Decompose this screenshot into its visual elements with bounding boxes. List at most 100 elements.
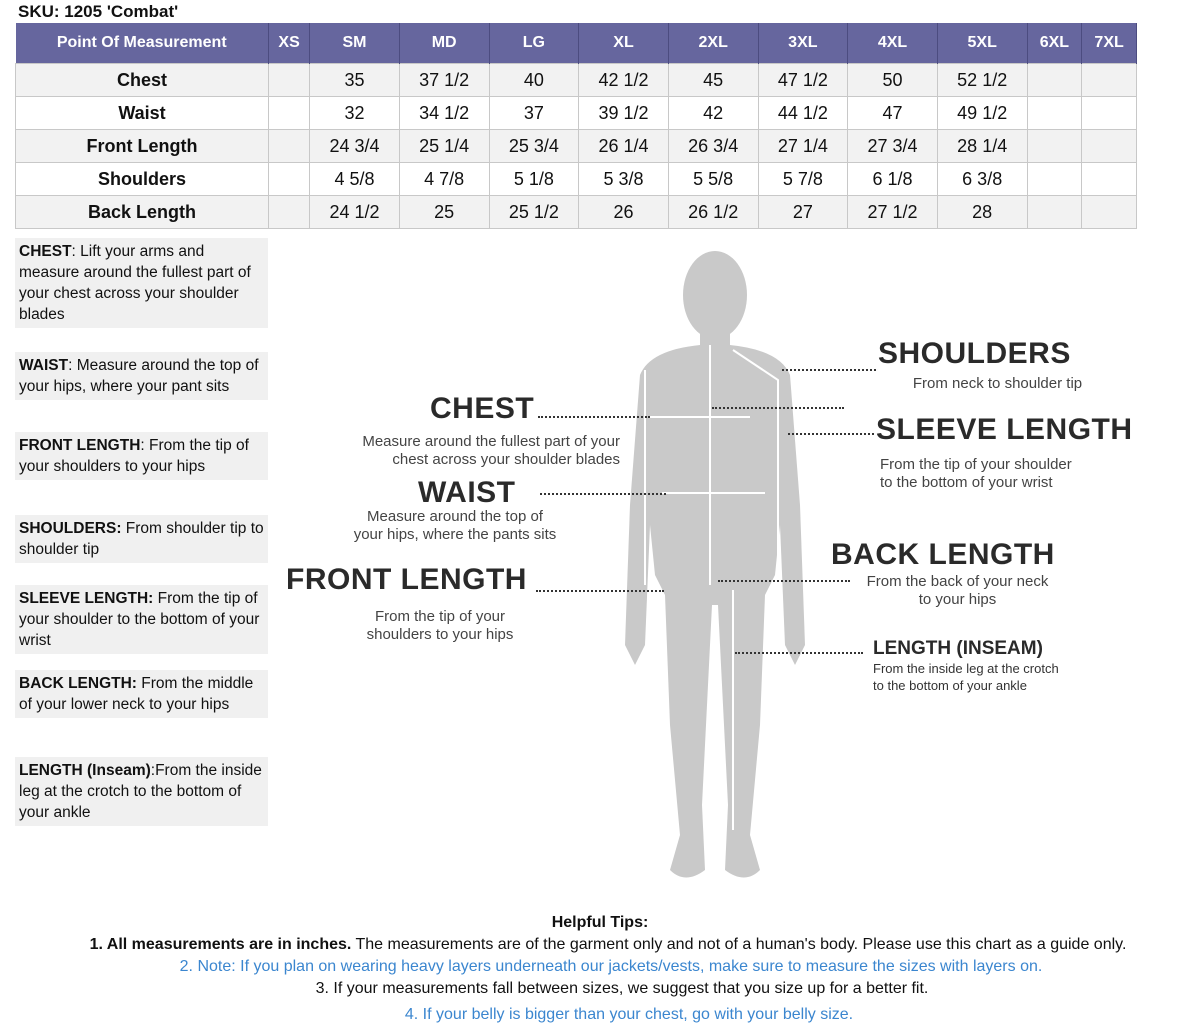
guide-item: BACK LENGTH: From the middle of your low… <box>15 670 268 718</box>
table-cell: 39 1/2 <box>578 96 669 130</box>
table-cell: 6 3/8 <box>936 162 1028 196</box>
guide-term: SHOULDERS: <box>19 520 122 537</box>
table-row: Back Length 24 1/2 25 25 1/2 26 26 1/2 27 27 1/… <box>15 195 1137 229</box>
guide-term: WAIST <box>19 357 69 374</box>
column-header: 6XL <box>1027 23 1083 64</box>
table-cell <box>1026 129 1083 163</box>
sku-title: SKU: 1205 'Combat' <box>18 2 179 21</box>
table-cell <box>267 63 311 97</box>
chest-leader-right <box>712 407 844 409</box>
column-header: 3XL <box>758 23 849 64</box>
table-header-row: Point Of Measurement XS SM MD LG XL 2XL 3XL 4XL 5… <box>15 23 1137 64</box>
waist-leader <box>540 493 666 495</box>
table-row: Chest 35 37 1/2 40 42 1/2 45 47 1/2 50 52 1/2 <box>15 63 1137 97</box>
shoulders-leader <box>782 369 876 371</box>
table-cell: 27 1/4 <box>757 129 849 163</box>
inseam-desc-1: From the inside leg at the crotch <box>873 661 1059 676</box>
inseam-leader <box>735 652 863 654</box>
table-cell: 26 1/2 <box>667 195 759 229</box>
table-cell <box>1081 162 1137 196</box>
table-cell: 40 <box>488 63 580 97</box>
table-cell: 27 3/4 <box>847 129 938 163</box>
column-header: 4XL <box>847 23 938 64</box>
waist-desc-2: your hips, where the pants sits <box>353 526 557 543</box>
sleeve-title: SLEEVE LENGTH <box>876 413 1133 446</box>
front-length-desc-2: shoulders to your hips <box>366 626 514 643</box>
table-cell: 37 1/2 <box>398 63 490 97</box>
guide-item: LENGTH (Inseam):From the inside leg at t… <box>15 757 268 826</box>
column-header: XL <box>578 23 669 64</box>
table-cell: 26 1/4 <box>578 129 669 163</box>
shoulders-desc: From neck to shoulder tip <box>912 375 1083 392</box>
guide-text: :From the inside leg at the crotch to th… <box>19 762 262 821</box>
guide-text: From shoulder tip to shoulder tip <box>19 520 264 558</box>
size-table: Point Of Measurement XS SM MD LG XL 2XL 3XL 4XL 5… <box>15 23 1137 229</box>
table-cell: 37 <box>488 96 580 130</box>
tip-3: 3. If your measurements fall between siz… <box>315 980 929 997</box>
column-header: MD <box>399 23 490 64</box>
table-cell <box>267 129 311 163</box>
table-cell <box>267 162 311 196</box>
guide-item: WAIST: Measure around the top of your hi… <box>15 352 268 400</box>
table-cell <box>1026 195 1083 229</box>
table-cell <box>1081 129 1137 163</box>
sleeve-leader <box>788 433 874 435</box>
shoulders-title: SHOULDERS <box>878 337 1071 370</box>
guide-text: : Measure around the top of your hips, w… <box>19 357 259 395</box>
chest-leader <box>538 416 650 418</box>
front-length-title: FRONT LENGTH <box>286 563 527 596</box>
guide-term: SLEEVE LENGTH: <box>19 590 154 607</box>
table-cell: 50 <box>847 63 938 97</box>
guide-term: LENGTH (Inseam) <box>19 762 151 779</box>
table-cell: 5 1/8 <box>488 162 580 196</box>
row-label: Front Length <box>15 129 269 163</box>
tip-1-text: The measurements are of the garment only… <box>351 936 1127 953</box>
table-cell: 4 7/8 <box>398 162 490 196</box>
table-cell: 4 5/8 <box>309 162 400 196</box>
table-cell: 27 1/2 <box>847 195 938 229</box>
guide-item: FRONT LENGTH: From the tip of your shoul… <box>15 432 268 480</box>
table-row: Waist 32 34 1/2 37 39 1/2 42 44 1/2 47 49 1/2 <box>15 96 1137 130</box>
tip-4: 4. If your belly is bigger than your che… <box>404 1006 854 1023</box>
column-header: SM <box>309 23 400 64</box>
table-cell: 47 <box>847 96 938 130</box>
table-row: Front Length 24 3/4 25 1/4 25 3/4 26 1/4 26 3… <box>15 129 1137 163</box>
waist-title: WAIST <box>418 476 516 509</box>
table-cell <box>1081 63 1137 97</box>
front-length-leader <box>536 590 664 592</box>
table-cell: 25 1/2 <box>488 195 580 229</box>
table-cell: 45 <box>667 63 759 97</box>
row-label: Back Length <box>15 195 269 229</box>
guide-text: : From the tip of your shoulders to your… <box>19 437 249 475</box>
table-cell <box>1026 162 1083 196</box>
table-cell: 42 <box>667 96 759 130</box>
table-cell: 27 <box>757 195 849 229</box>
table-cell: 25 3/4 <box>488 129 580 163</box>
table-cell: 5 7/8 <box>757 162 849 196</box>
table-cell: 49 1/2 <box>936 96 1028 130</box>
table-cell: 44 1/2 <box>757 96 849 130</box>
chest-desc-1: Measure around the fullest part of your <box>362 433 620 450</box>
table-cell: 35 <box>309 63 400 97</box>
row-label: Chest <box>15 63 269 97</box>
column-header: LG <box>489 23 580 64</box>
column-header: 7XL <box>1081 23 1137 64</box>
table-cell <box>1081 96 1137 130</box>
table-cell: 52 1/2 <box>936 63 1028 97</box>
table-cell <box>1026 96 1083 130</box>
waist-desc-1: Measure around the top of <box>367 508 543 525</box>
table-cell: 24 3/4 <box>309 129 400 163</box>
table-cell <box>267 195 311 229</box>
tip-2: 2. Note: If you plan on wearing heavy la… <box>179 958 1043 975</box>
back-length-desc-1: From the back of your neck <box>866 573 1049 590</box>
table-cell <box>1081 195 1137 229</box>
table-cell: 34 1/2 <box>398 96 490 130</box>
guide-term: BACK LENGTH: <box>19 675 137 692</box>
guide-text: From the tip of your shoulder to the bot… <box>19 590 260 649</box>
sleeve-desc-1: From the tip of your shoulder <box>880 456 1072 473</box>
row-label: Waist <box>15 96 269 130</box>
chest-desc-2: chest across your shoulder blades <box>392 451 620 468</box>
inseam-title: LENGTH (INSEAM) <box>873 638 1043 659</box>
table-cell: 28 <box>936 195 1028 229</box>
